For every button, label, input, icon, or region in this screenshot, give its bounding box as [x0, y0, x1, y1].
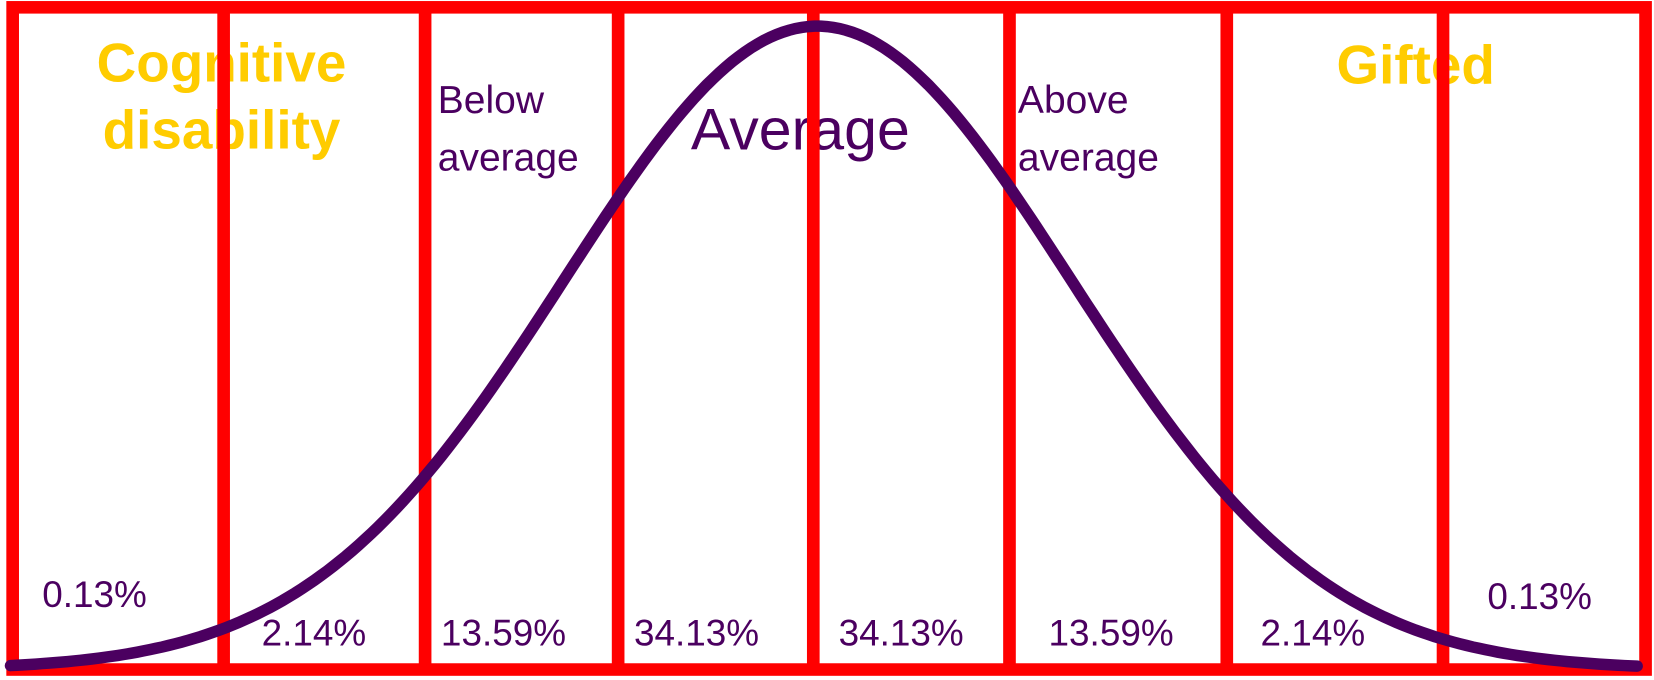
percent-label: 13.59%	[1049, 613, 1174, 654]
labels: Cognitive disability Below average Avera…	[42, 33, 1592, 654]
percent-label: 2.14%	[1261, 613, 1366, 654]
label: Gifted	[1336, 35, 1494, 96]
percent-label: 2.14%	[262, 613, 367, 654]
bell-curve	[4, 20, 1643, 672]
label-line: Above	[1018, 79, 1129, 122]
grid-frame	[6, 1, 1652, 676]
label-line: average	[1018, 137, 1159, 180]
label-line: average	[438, 137, 579, 180]
percent-label: 0.13%	[42, 574, 147, 615]
percent-label: 34.13%	[634, 613, 759, 654]
percent-label: 13.59%	[441, 613, 566, 654]
label: Average	[691, 98, 910, 163]
label-line: Below	[438, 79, 545, 122]
percent-label: 34.13%	[839, 613, 964, 654]
percent-label: 0.13%	[1487, 576, 1592, 617]
frame	[6, 1, 1652, 676]
